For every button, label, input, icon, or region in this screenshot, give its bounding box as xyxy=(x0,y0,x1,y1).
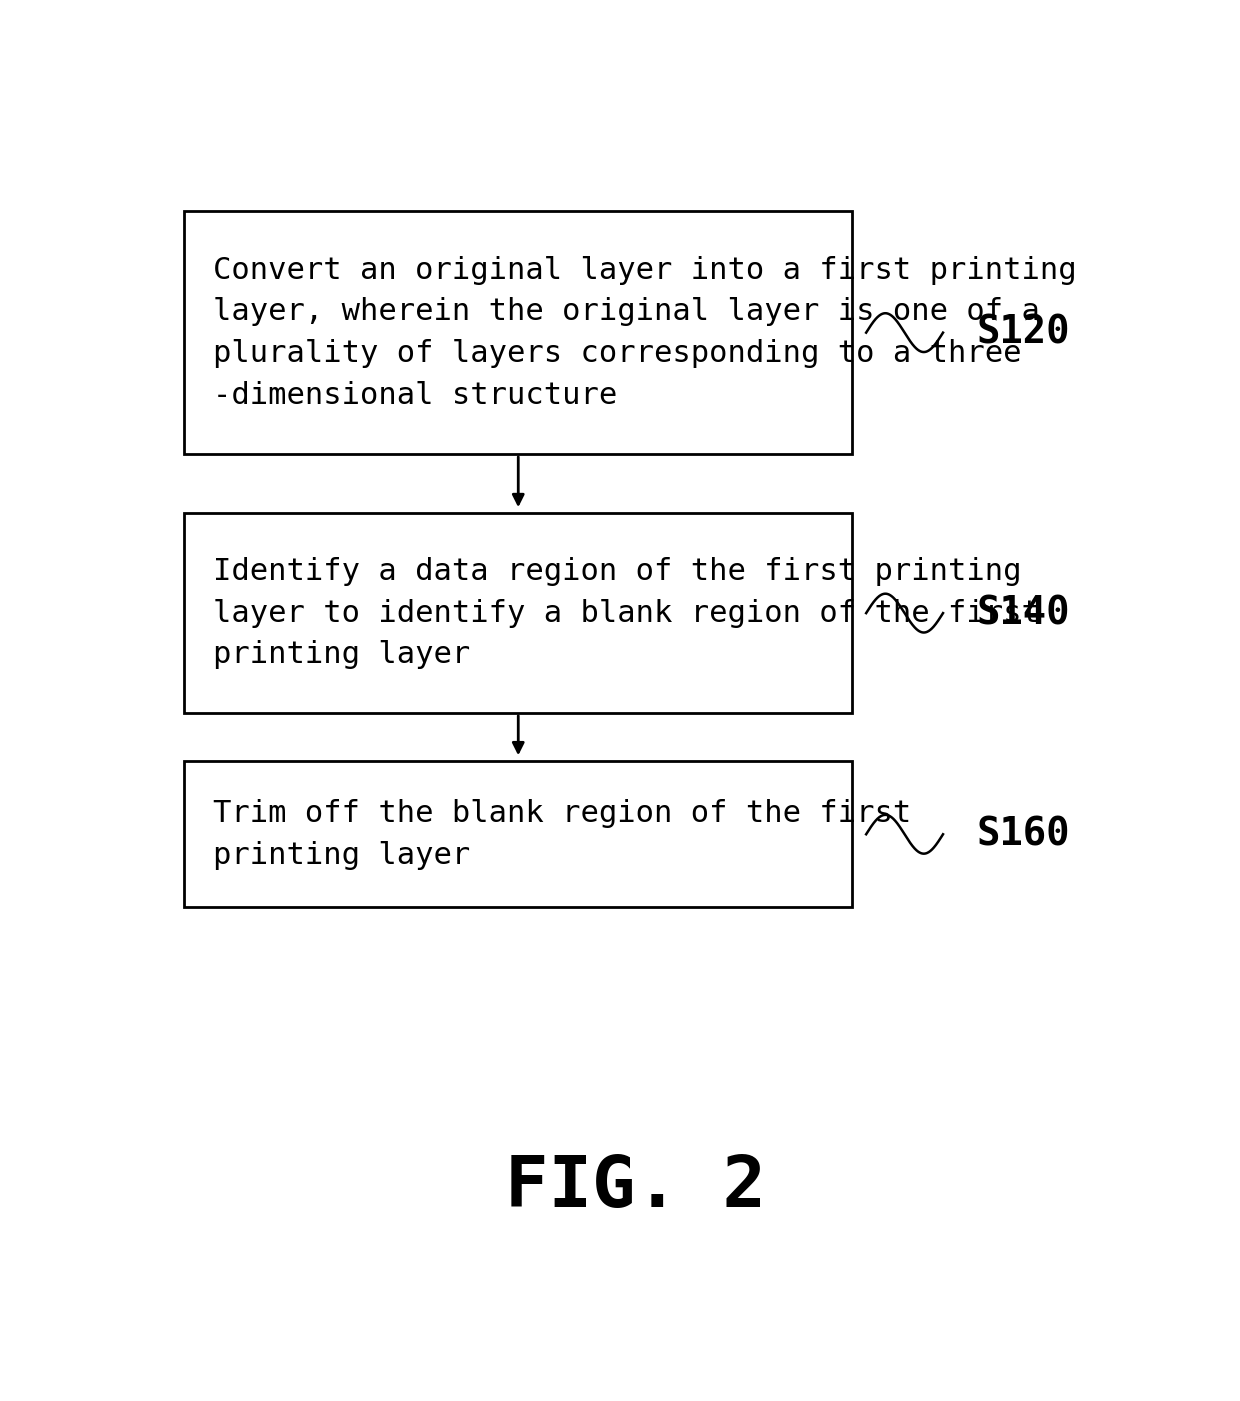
FancyBboxPatch shape xyxy=(184,513,852,713)
Text: S120: S120 xyxy=(977,314,1070,352)
Text: Identify a data region of the first printing
layer to identify a blank region of: Identify a data region of the first prin… xyxy=(213,558,1039,670)
Text: Convert an original layer into a first printing
layer, wherein the original laye: Convert an original layer into a first p… xyxy=(213,255,1076,409)
FancyBboxPatch shape xyxy=(184,761,852,906)
Text: S140: S140 xyxy=(977,594,1070,632)
FancyBboxPatch shape xyxy=(184,212,852,454)
Text: S160: S160 xyxy=(977,815,1070,853)
Text: FIG. 2: FIG. 2 xyxy=(505,1153,766,1222)
Text: Trim off the blank region of the first
printing layer: Trim off the blank region of the first p… xyxy=(213,799,911,870)
